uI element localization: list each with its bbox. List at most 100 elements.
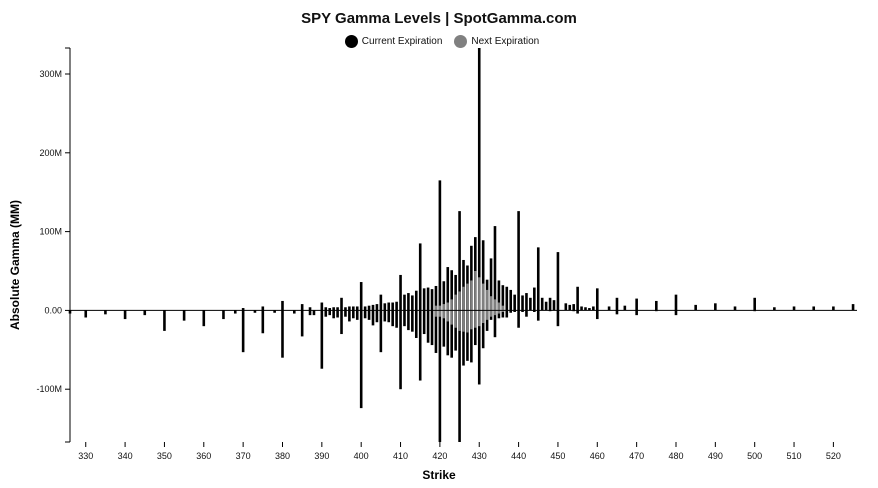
current-expiration-bar [521, 310, 524, 312]
current-expiration-bar [674, 294, 678, 311]
current-expiration-bar [324, 310, 328, 317]
current-expiration-bar [308, 310, 312, 316]
current-expiration-bar [529, 297, 532, 311]
current-expiration-bar [556, 252, 560, 311]
current-expiration-bar [367, 310, 371, 320]
next-expiration-bar [497, 310, 501, 314]
current-expiration-bar [123, 310, 127, 320]
next-expiration-bar [450, 310, 453, 325]
current-expiration-bar [505, 286, 509, 311]
current-expiration-bar [422, 310, 426, 335]
current-expiration-bar [383, 310, 387, 322]
next-expiration-bar [454, 294, 457, 311]
current-expiration-bar [446, 267, 450, 311]
current-expiration-bar [84, 310, 88, 318]
next-expiration-bar [442, 304, 445, 311]
current-expiration-bar [615, 310, 619, 315]
current-expiration-bar [556, 310, 560, 327]
current-expiration-bar [403, 294, 406, 311]
current-expiration-bar [355, 310, 359, 320]
current-expiration-bar [273, 310, 276, 313]
chart-legend: Current Expiration Next Expiration [0, 35, 878, 48]
current-expiration-bar [450, 310, 453, 358]
next-expiration-bar [466, 283, 469, 311]
current-expiration-bar [426, 287, 430, 311]
current-expiration-bar [580, 306, 583, 311]
current-expiration-bar [202, 310, 206, 327]
current-expiration-bar [572, 304, 575, 311]
next-expiration-bar [438, 305, 442, 311]
current-expiration-bar [525, 310, 528, 317]
current-expiration-bar [383, 303, 387, 311]
current-expiration-bar [635, 298, 638, 311]
current-expiration-bar [379, 310, 383, 353]
current-expiration-bar [375, 310, 379, 323]
current-expiration-bar [261, 306, 265, 311]
current-expiration-bar [332, 310, 335, 319]
x-tick-label: 330 [78, 451, 93, 461]
current-expiration-bar [540, 297, 544, 311]
x-tick-label: 520 [826, 451, 841, 461]
current-expiration-bar [513, 310, 516, 312]
x-tick-label: 370 [236, 451, 251, 461]
current-expiration-bar [348, 306, 351, 311]
current-expiration-bar [588, 308, 591, 311]
current-expiration-bar [454, 274, 457, 311]
x-tick-label: 380 [275, 451, 290, 461]
next-expiration-bar [501, 310, 505, 312]
current-expiration-bar [513, 294, 516, 311]
y-tick-label: 0.00 [44, 305, 62, 315]
current-expiration-bar [501, 310, 505, 318]
legend-item-current[interactable]: Current Expiration [344, 35, 442, 48]
current-expiration-bar [462, 259, 465, 311]
next-expiration-bar [474, 271, 477, 311]
current-expiration-bar [481, 310, 485, 349]
current-expiration-bar [438, 310, 442, 442]
current-expiration-bar [533, 310, 536, 312]
current-expiration-bar [344, 307, 347, 311]
current-expiration-bar [446, 310, 450, 356]
current-expiration-bar [281, 300, 284, 311]
next-expiration-bar [485, 310, 489, 320]
current-expiration-bar [454, 310, 457, 351]
current-expiration-bar [509, 310, 513, 313]
legend-item-next[interactable]: Next Expiration [454, 35, 539, 48]
x-tick-label: 440 [511, 451, 526, 461]
current-expiration-bar [694, 304, 697, 311]
current-expiration-bar [336, 307, 339, 311]
current-expiration-bar [371, 304, 375, 311]
current-expiration-bar [359, 310, 363, 409]
current-expiration-bar [470, 245, 473, 311]
next-expiration-bar [458, 291, 461, 311]
current-expiration-bar [324, 307, 328, 311]
current-expiration-bar [489, 258, 493, 311]
current-expiration-bar [422, 288, 426, 311]
current-expiration-bar [434, 310, 438, 353]
current-expiration-bar [411, 295, 414, 311]
current-expiration-bar [352, 306, 355, 311]
legend-swatch-next [454, 35, 468, 48]
x-tick-label: 510 [787, 451, 802, 461]
current-expiration-bar [576, 286, 579, 311]
current-expiration-bar [458, 310, 461, 442]
current-expiration-bar [635, 310, 638, 316]
next-expiration-bar [434, 305, 438, 311]
current-expiration-bar [241, 310, 245, 353]
current-expiration-bar [391, 302, 394, 311]
current-expiration-bar [363, 306, 367, 311]
y-tick-label: 200M [39, 148, 62, 158]
current-expiration-bar [714, 303, 717, 311]
x-tick-label: 420 [432, 451, 447, 461]
current-expiration-bar [442, 281, 446, 311]
current-expiration-bar [462, 310, 465, 366]
current-expiration-bar [485, 310, 489, 331]
next-expiration-bar [474, 310, 477, 328]
current-expiration-bar [182, 310, 186, 321]
next-expiration-bar [478, 310, 481, 327]
next-expiration-bar [434, 310, 438, 317]
current-expiration-bar [387, 302, 391, 311]
current-expiration-bar [143, 310, 147, 316]
current-expiration-bar [501, 285, 505, 311]
current-expiration-bar [104, 310, 107, 315]
current-expiration-bar [592, 306, 595, 311]
